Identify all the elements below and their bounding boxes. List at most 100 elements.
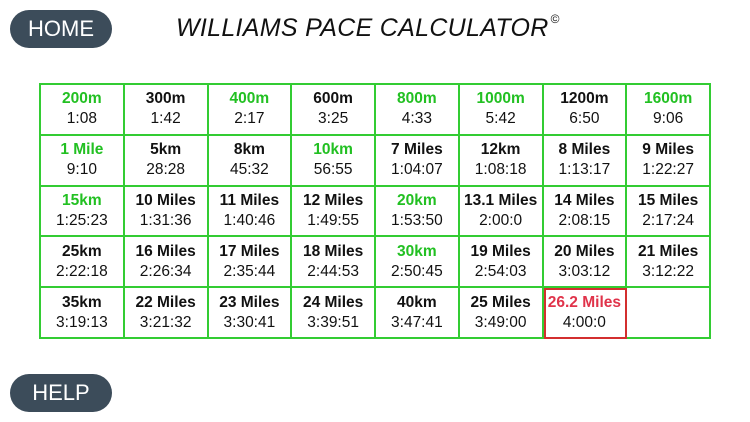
time-value: 28:28 <box>146 161 186 179</box>
distance-label: 16 Miles <box>135 242 196 260</box>
pace-cell[interactable]: 30km 2:50:45 <box>376 237 460 289</box>
time-value: 4:00:0 <box>562 313 606 331</box>
pace-cell[interactable]: 10 Miles 1:31:36 <box>124 186 209 238</box>
time-value: 3:21:32 <box>139 313 192 331</box>
distance-label: 200m <box>62 90 102 108</box>
distance-label: 8km <box>233 141 265 159</box>
distance-label: 35km <box>62 293 102 311</box>
distance-label: 300m <box>145 90 186 108</box>
distance-label: 1000m <box>476 90 525 108</box>
pace-cell[interactable]: 600m 3:25 <box>292 85 376 136</box>
pace-table: 200m 1:08 300m 1:42 400m 2:17 600m 3:25 800m 4:33… <box>39 83 711 339</box>
pace-cell[interactable]: 25km 2:22:18 <box>41 237 125 289</box>
distance-label: 7 Miles <box>391 141 443 159</box>
distance-label: 5km <box>150 141 182 159</box>
distance-label: 9 Miles <box>642 141 694 159</box>
distance-label: 22 Miles <box>135 293 196 311</box>
pace-cell[interactable]: 22 Miles 3:21:32 <box>124 288 209 339</box>
distance-label: 10 Miles <box>135 191 196 209</box>
pace-cell[interactable]: 12 Miles 1:49:55 <box>292 186 376 238</box>
empty-cell <box>627 288 711 339</box>
pace-cell[interactable]: 21 Miles 3:12:22 <box>627 237 711 289</box>
time-value: 1:49:55 <box>307 211 359 229</box>
pace-cell[interactable]: 800m 4:33 <box>376 85 460 136</box>
pace-cell[interactable]: 200m 1:08 <box>41 85 125 136</box>
time-value: 1:04:07 <box>391 161 443 179</box>
pace-cell[interactable]: 25 Miles 3:49:00 <box>459 288 544 339</box>
time-value: 2:50:45 <box>391 262 443 280</box>
pace-cell[interactable]: 400m 2:17 <box>208 85 293 136</box>
distance-label: 400m <box>229 90 270 108</box>
pace-cell[interactable]: 8 Miles 1:13:17 <box>543 135 628 187</box>
pace-cell[interactable]: 1200m 6:50 <box>543 85 628 136</box>
pace-cell[interactable]: 1000m 5:42 <box>459 85 544 136</box>
pace-cell[interactable]: 1 Mile 9:10 <box>41 135 125 187</box>
time-value: 1:31:36 <box>139 211 192 229</box>
distance-label: 8 Miles <box>558 141 611 159</box>
distance-label: 13.1 Miles <box>464 191 538 209</box>
time-value: 5:42 <box>485 110 516 128</box>
pace-cell[interactable]: 5km 28:28 <box>124 135 209 187</box>
pace-cell[interactable]: 23 Miles 3:30:41 <box>208 288 293 339</box>
distance-label: 600m <box>313 90 353 108</box>
time-value: 3:25 <box>318 110 349 128</box>
pace-cell[interactable]: 35km 3:19:13 <box>41 288 125 339</box>
time-value: 3:30:41 <box>223 313 276 331</box>
pace-cell[interactable]: 40km 3:47:41 <box>376 288 460 339</box>
pace-cell[interactable]: 11 Miles 1:40:46 <box>208 186 293 238</box>
pace-cell[interactable]: 12km 1:08:18 <box>459 135 544 187</box>
pace-cell[interactable]: 300m 1:42 <box>124 85 209 136</box>
time-value: 3:39:51 <box>307 313 359 331</box>
time-value: 6:50 <box>569 110 600 128</box>
time-value: 2:17:24 <box>642 211 694 229</box>
distance-label: 1200m <box>560 90 609 108</box>
pace-cell[interactable]: 8km 45:32 <box>208 135 293 187</box>
time-value: 1:53:50 <box>391 211 443 229</box>
time-value: 2:44:53 <box>307 262 359 280</box>
pace-cell[interactable]: 1600m 9:06 <box>627 85 711 136</box>
distance-label: 20km <box>397 191 437 209</box>
pace-cell[interactable]: 20 Miles 3:03:12 <box>543 237 628 289</box>
distance-label: 30km <box>397 242 437 260</box>
pace-cell[interactable]: 9 Miles 1:22:27 <box>627 135 711 187</box>
pace-cell[interactable]: 18 Miles 2:44:53 <box>292 237 376 289</box>
distance-label: 25km <box>62 242 102 260</box>
pace-cell[interactable]: 13.1 Miles 2:00:0 <box>459 186 544 238</box>
distance-label: 12 Miles <box>302 191 364 209</box>
pace-cell[interactable]: 20km 1:53:50 <box>376 186 460 238</box>
pace-cell[interactable]: 26.2 Miles 4:00:0 <box>543 288 628 339</box>
distance-label: 15 Miles <box>637 191 699 209</box>
help-button[interactable]: HELP <box>10 374 112 412</box>
distance-label: 12km <box>480 141 521 159</box>
distance-label: 1 Mile <box>60 141 104 159</box>
distance-label: 25 Miles <box>470 293 531 311</box>
time-value: 3:47:41 <box>391 313 443 331</box>
pace-cell[interactable]: 15 Miles 2:17:24 <box>627 186 711 238</box>
pace-cell[interactable]: 14 Miles 2:08:15 <box>543 186 628 238</box>
time-value: 1:22:27 <box>642 161 694 179</box>
time-value: 1:40:46 <box>223 211 276 229</box>
time-value: 4:33 <box>401 110 432 128</box>
time-value: 2:17 <box>234 110 265 128</box>
pace-cell[interactable]: 17 Miles 2:35:44 <box>208 237 293 289</box>
pace-cell[interactable]: 19 Miles 2:54:03 <box>459 237 544 289</box>
distance-label: 18 Miles <box>302 242 364 260</box>
distance-label: 800m <box>397 90 437 108</box>
pace-cell[interactable]: 10km 56:55 <box>292 135 376 187</box>
home-button[interactable]: HOME <box>10 10 112 48</box>
title-text: WILLIAMS PACE CALCULATOR <box>176 14 549 42</box>
pace-cell[interactable]: 16 Miles 2:26:34 <box>124 237 209 289</box>
distance-label: 21 Miles <box>637 242 699 260</box>
time-value: 9:10 <box>66 161 97 179</box>
time-value: 2:08:15 <box>558 211 611 229</box>
time-value: 3:49:00 <box>474 313 527 331</box>
pace-cell[interactable]: 15km 1:25:23 <box>41 186 125 238</box>
distance-label: 15km <box>62 191 102 209</box>
time-value: 2:26:34 <box>139 262 192 280</box>
time-value: 3:03:12 <box>558 262 611 280</box>
time-value: 2:54:03 <box>474 262 527 280</box>
pace-cell[interactable]: 24 Miles 3:39:51 <box>292 288 376 339</box>
copyright-symbol: © <box>550 12 560 26</box>
distance-label: 23 Miles <box>219 293 280 311</box>
pace-cell[interactable]: 7 Miles 1:04:07 <box>376 135 460 187</box>
